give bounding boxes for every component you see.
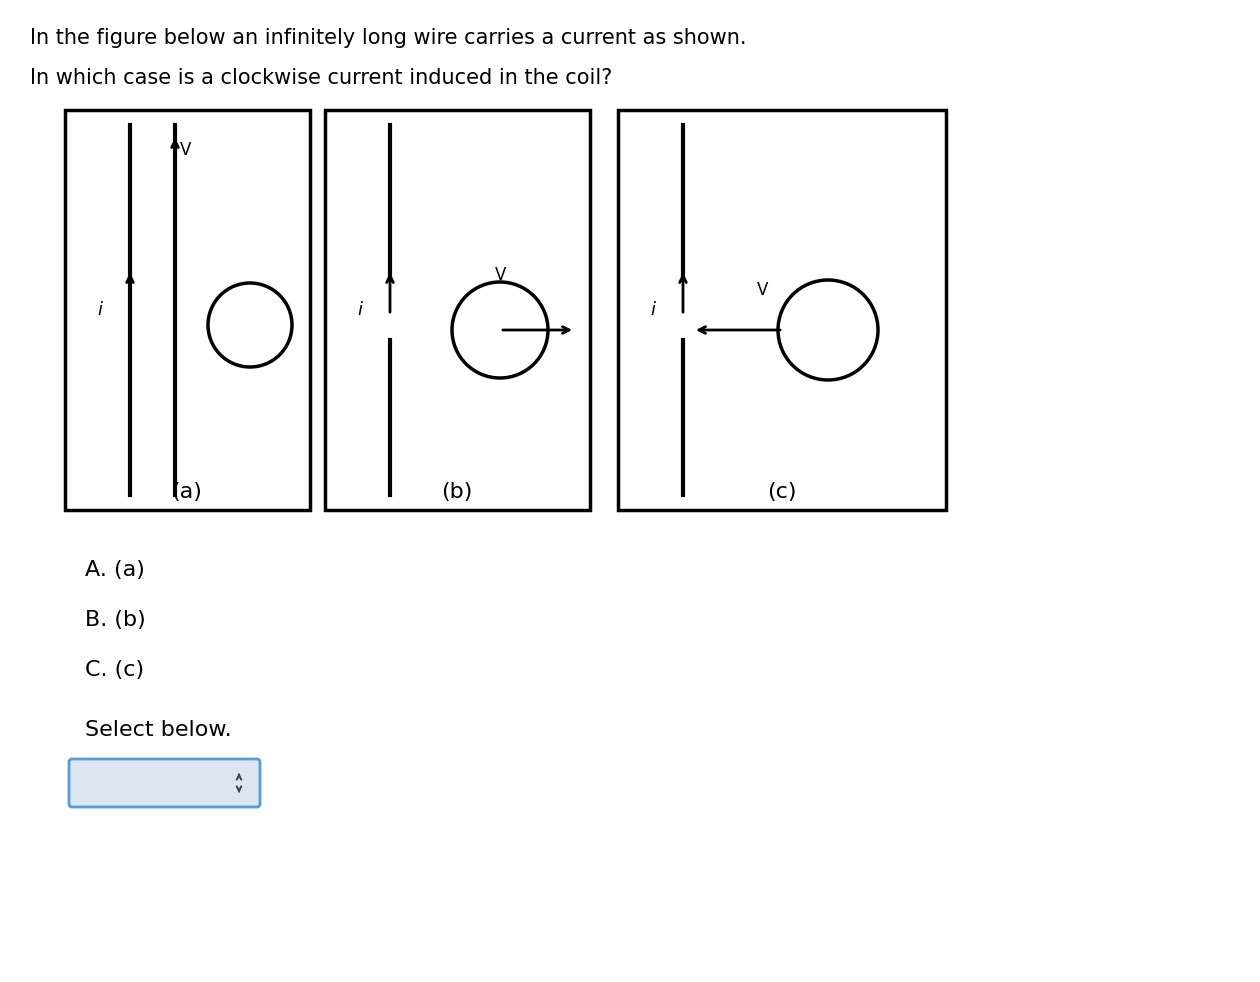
Text: V: V: [180, 141, 192, 159]
FancyBboxPatch shape: [69, 759, 260, 807]
Bar: [325, 110, 590, 510]
Text: V: V: [495, 266, 507, 284]
Text: i: i: [97, 301, 102, 319]
Text: i: i: [650, 301, 655, 319]
Text: (b): (b): [441, 482, 472, 502]
Text: In the figure below an infinitely long wire carries a current as shown.: In the figure below an infinitely long w…: [30, 28, 746, 48]
Text: In which case is a clockwise current induced in the coil?: In which case is a clockwise current ind…: [30, 68, 612, 88]
Text: C. (c): C. (c): [84, 660, 144, 680]
Text: A. (a): A. (a): [84, 560, 145, 580]
Text: Select below.: Select below.: [84, 720, 232, 740]
Bar: [66, 110, 310, 510]
Text: (a): (a): [171, 482, 203, 502]
Text: i: i: [357, 301, 362, 319]
Text: B. (b): B. (b): [84, 610, 146, 630]
Bar: [617, 110, 946, 510]
Text: (c): (c): [767, 482, 796, 502]
Text: V: V: [756, 281, 769, 299]
